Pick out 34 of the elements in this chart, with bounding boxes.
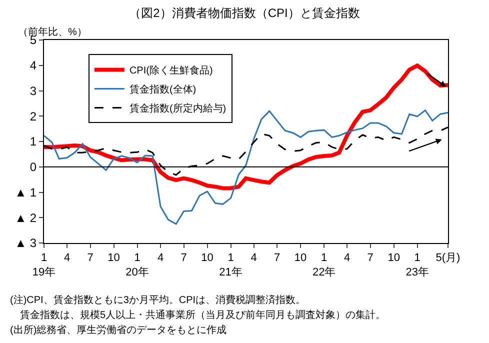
- x-tick-label: 1 23年: [406, 252, 429, 278]
- x-tick-label: 5(月): [436, 252, 460, 264]
- y-tick-label: ▲ 2: [14, 210, 37, 225]
- y-tick-label: 1: [30, 134, 37, 149]
- y-tick-label: 4: [30, 58, 37, 73]
- x-tick-label: 1 20年: [126, 252, 149, 278]
- line-series: [44, 64, 448, 190]
- x-tick-label: 4: [250, 252, 257, 264]
- y-tick-label: ▲ 1: [14, 185, 37, 200]
- x-tick-label: 10: [201, 252, 214, 264]
- x-tick-label: 1 21年: [219, 252, 242, 278]
- x-tick-label: 4: [157, 252, 164, 264]
- x-tick-label: 10: [388, 252, 400, 264]
- x-tick-label: 7: [274, 252, 280, 264]
- y-tick-label: 2: [30, 109, 37, 124]
- chart-title: （図2）消費者物価指数（CPI）と賃金指数: [129, 6, 360, 20]
- x-tick-label: 7: [180, 252, 187, 264]
- x-tick-label: 1 22年: [312, 252, 336, 278]
- x-tick-label: 10: [294, 252, 307, 264]
- x-tick-label: 10: [108, 252, 120, 264]
- legend-label: CPI(除く生鮮食品): [129, 64, 213, 77]
- y-tick-label: 0: [30, 160, 37, 174]
- y-tick-label: 3: [30, 84, 37, 98]
- text: 賃金指数は、規模5人以上・共通事業所（当月及び前年同月も調査対象）の集計。: [10, 309, 386, 321]
- x-tick-label: 7: [367, 252, 374, 264]
- x-tick-label: 4: [344, 252, 350, 264]
- legend-label: 賃金指数(所定内給与): [129, 102, 226, 115]
- text: (注)CPI、賃金指数ともに3か月平均。CPIは、消費税調整済指数。: [10, 294, 306, 306]
- x-tick-label: 1 19年: [32, 252, 56, 278]
- text: (出所)総務省、厚生労働省のデータをもとに作成: [10, 324, 227, 336]
- x-tick-label: 4: [64, 252, 70, 264]
- x-tick-label: 7: [87, 252, 94, 264]
- y-tick-label: ▲ 3: [14, 236, 37, 250]
- legend-label: 賃金指数(全体): [129, 84, 196, 96]
